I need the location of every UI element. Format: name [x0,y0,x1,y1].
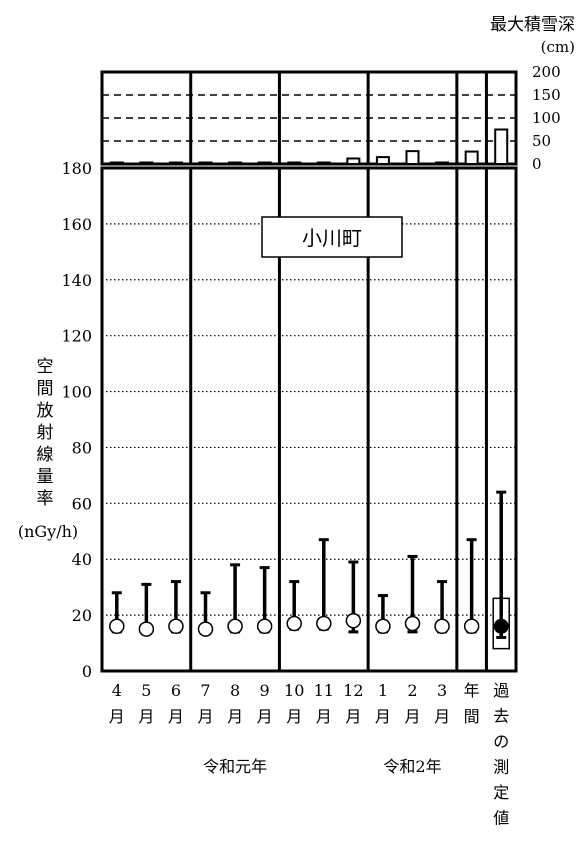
y-tick-label: 40 [72,550,92,569]
x-tick-label: 月 [345,707,361,726]
x-tick-label: 間 [464,707,480,726]
y-tick-label: 80 [72,438,92,457]
x-tick-label: 4 [112,681,122,700]
x-tick-label: 月 [257,707,273,726]
x-tick-label: 月 [109,707,125,726]
x-tick-label: 6 [171,681,181,700]
snow-bar [494,128,509,165]
x-tick-label: 月 [316,707,332,726]
x-tick-label: 3 [437,681,447,700]
location-label-box: 小川町 [261,216,403,258]
snow-tick-label: 0 [532,155,542,173]
year-group-label: 令和元年 [203,757,267,776]
mean-point [316,615,332,632]
x-tick-label: 2 [407,681,417,700]
x-tick-labels: 4月5月6月7月8月9月10月11月12月1月2月3月年間過去の測定値令和元年令… [109,681,509,828]
location-label: 小川町 [302,226,362,250]
x-tick-label: 測 [493,758,509,777]
snow-tick-label: 150 [532,86,561,104]
x-tick-label: 値 [493,809,509,828]
data-marks [109,490,510,650]
x-tick-label: 7 [200,681,210,700]
x-tick-label: 過 [493,681,509,700]
snow-bar [109,161,124,165]
x-tick-label: 11 [314,681,334,700]
x-tick-label: 月 [168,707,184,726]
x-tick-label: 5 [141,681,151,700]
x-tick-label: 月 [404,707,420,726]
x-tick-label: 去 [493,707,509,726]
y-tick-labels: 0 20 40 60 80 100 120 140 160 180 0 50 100 150 200 [61,63,560,681]
mean-point [256,618,273,635]
snow-bar [316,161,331,165]
x-tick-label: 年 [464,681,480,700]
y-tick-label: 20 [72,606,92,625]
x-tick-label: 1 [378,681,388,700]
mean-point [345,612,362,629]
past-mean-point [493,618,509,634]
mean-point [168,618,184,635]
y-tick-label: 120 [61,327,92,346]
snow-depth-panel [100,70,518,166]
mean-point [227,618,243,635]
x-tick-label: 12 [343,681,363,700]
x-tick-label: 月 [227,707,243,726]
mean-point [109,618,125,635]
x-tick-label: 定 [493,783,509,802]
y-axis-unit: (nGy/h) [18,522,78,541]
snow-bar [168,161,183,165]
mean-point [434,618,450,635]
x-tick-label: 月 [138,707,154,726]
snow-tick-label: 100 [532,109,561,127]
snow-tick-label: 50 [532,132,551,150]
main-plot-panel [100,166,518,673]
x-tick-label: 8 [230,681,240,700]
x-tick-label: 9 [260,681,270,700]
snow-bar [257,161,272,165]
mean-point [138,621,155,637]
snow-bar [435,161,450,165]
snow-bar [198,161,213,165]
y-tick-label: 160 [61,215,92,234]
x-tick-label: の [493,732,509,751]
snow-bar [346,157,361,165]
mean-point [286,615,302,632]
mean-point [463,618,480,635]
x-tick-label: 10 [284,681,304,700]
snow-tick-label: 200 [532,63,561,81]
snow-bar [287,161,302,165]
location-label-frame [261,216,403,258]
main-panel-frame [100,166,518,673]
y-axis-label: 空間放射線量率 [37,357,54,509]
snow-bar [464,150,479,166]
snow-unit: (cm) [541,38,575,56]
y-tick-label: 100 [61,383,92,402]
snow-bar [228,161,243,165]
snow-bar [139,161,154,165]
year-group-label: 令和2年 [383,757,441,776]
snow-title: 最大積雪深 [490,15,575,35]
mean-point [404,615,421,632]
x-tick-label: 月 [375,707,391,726]
y-tick-label: 140 [61,271,92,290]
snow-bar [375,156,390,166]
y-tick-label: 0 [82,662,92,681]
x-tick-label: 月 [286,707,302,726]
x-tick-label: 月 [197,707,213,726]
mean-point [197,621,214,637]
y-tick-label: 60 [72,494,92,513]
y-tick-label: 180 [61,159,92,178]
mean-point [375,618,391,635]
snow-bar [405,150,420,165]
x-tick-label: 月 [434,707,450,726]
